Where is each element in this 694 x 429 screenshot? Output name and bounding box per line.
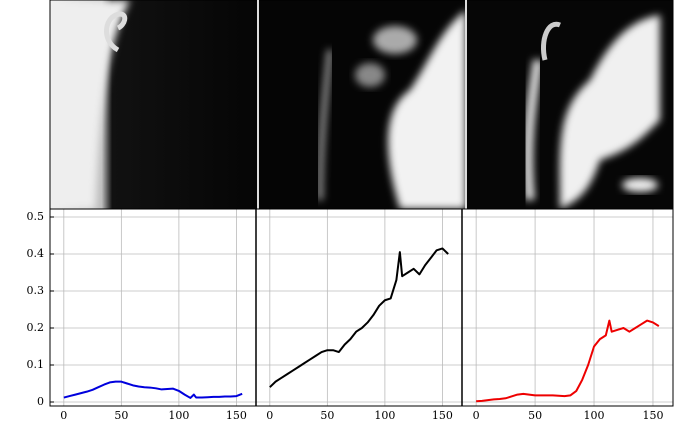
y-tick-label: 0.1	[27, 358, 45, 371]
x-tick-label: 50	[528, 409, 542, 422]
x-tick-label: 150	[226, 409, 247, 422]
x-tick-label: 0	[266, 409, 273, 422]
x-tick-label: 150	[642, 409, 663, 422]
y-tick-label: 0.3	[27, 284, 45, 297]
data-line	[63, 380, 243, 399]
y-tick-label: 0	[37, 395, 44, 408]
x-tick-label: 150	[432, 409, 453, 422]
image-panel	[50, 0, 257, 209]
y-tick-label: 0.2	[27, 321, 45, 334]
image-panel	[259, 0, 466, 209]
x-tick-label: 100	[374, 409, 395, 422]
y-tick-label: 0.5	[27, 210, 45, 223]
x-tick-label: 100	[168, 409, 189, 422]
plot-frame	[49, 208, 674, 407]
x-tick-label: 100	[584, 409, 605, 422]
image-panel	[467, 0, 673, 209]
x-tick-label: 0	[60, 409, 67, 422]
x-tick-label: 0	[473, 409, 480, 422]
x-tick-label: 50	[114, 409, 128, 422]
data-line	[269, 247, 449, 388]
y-tick-label: 0.4	[27, 247, 45, 260]
data-line	[476, 319, 660, 403]
x-tick-label: 50	[320, 409, 334, 422]
